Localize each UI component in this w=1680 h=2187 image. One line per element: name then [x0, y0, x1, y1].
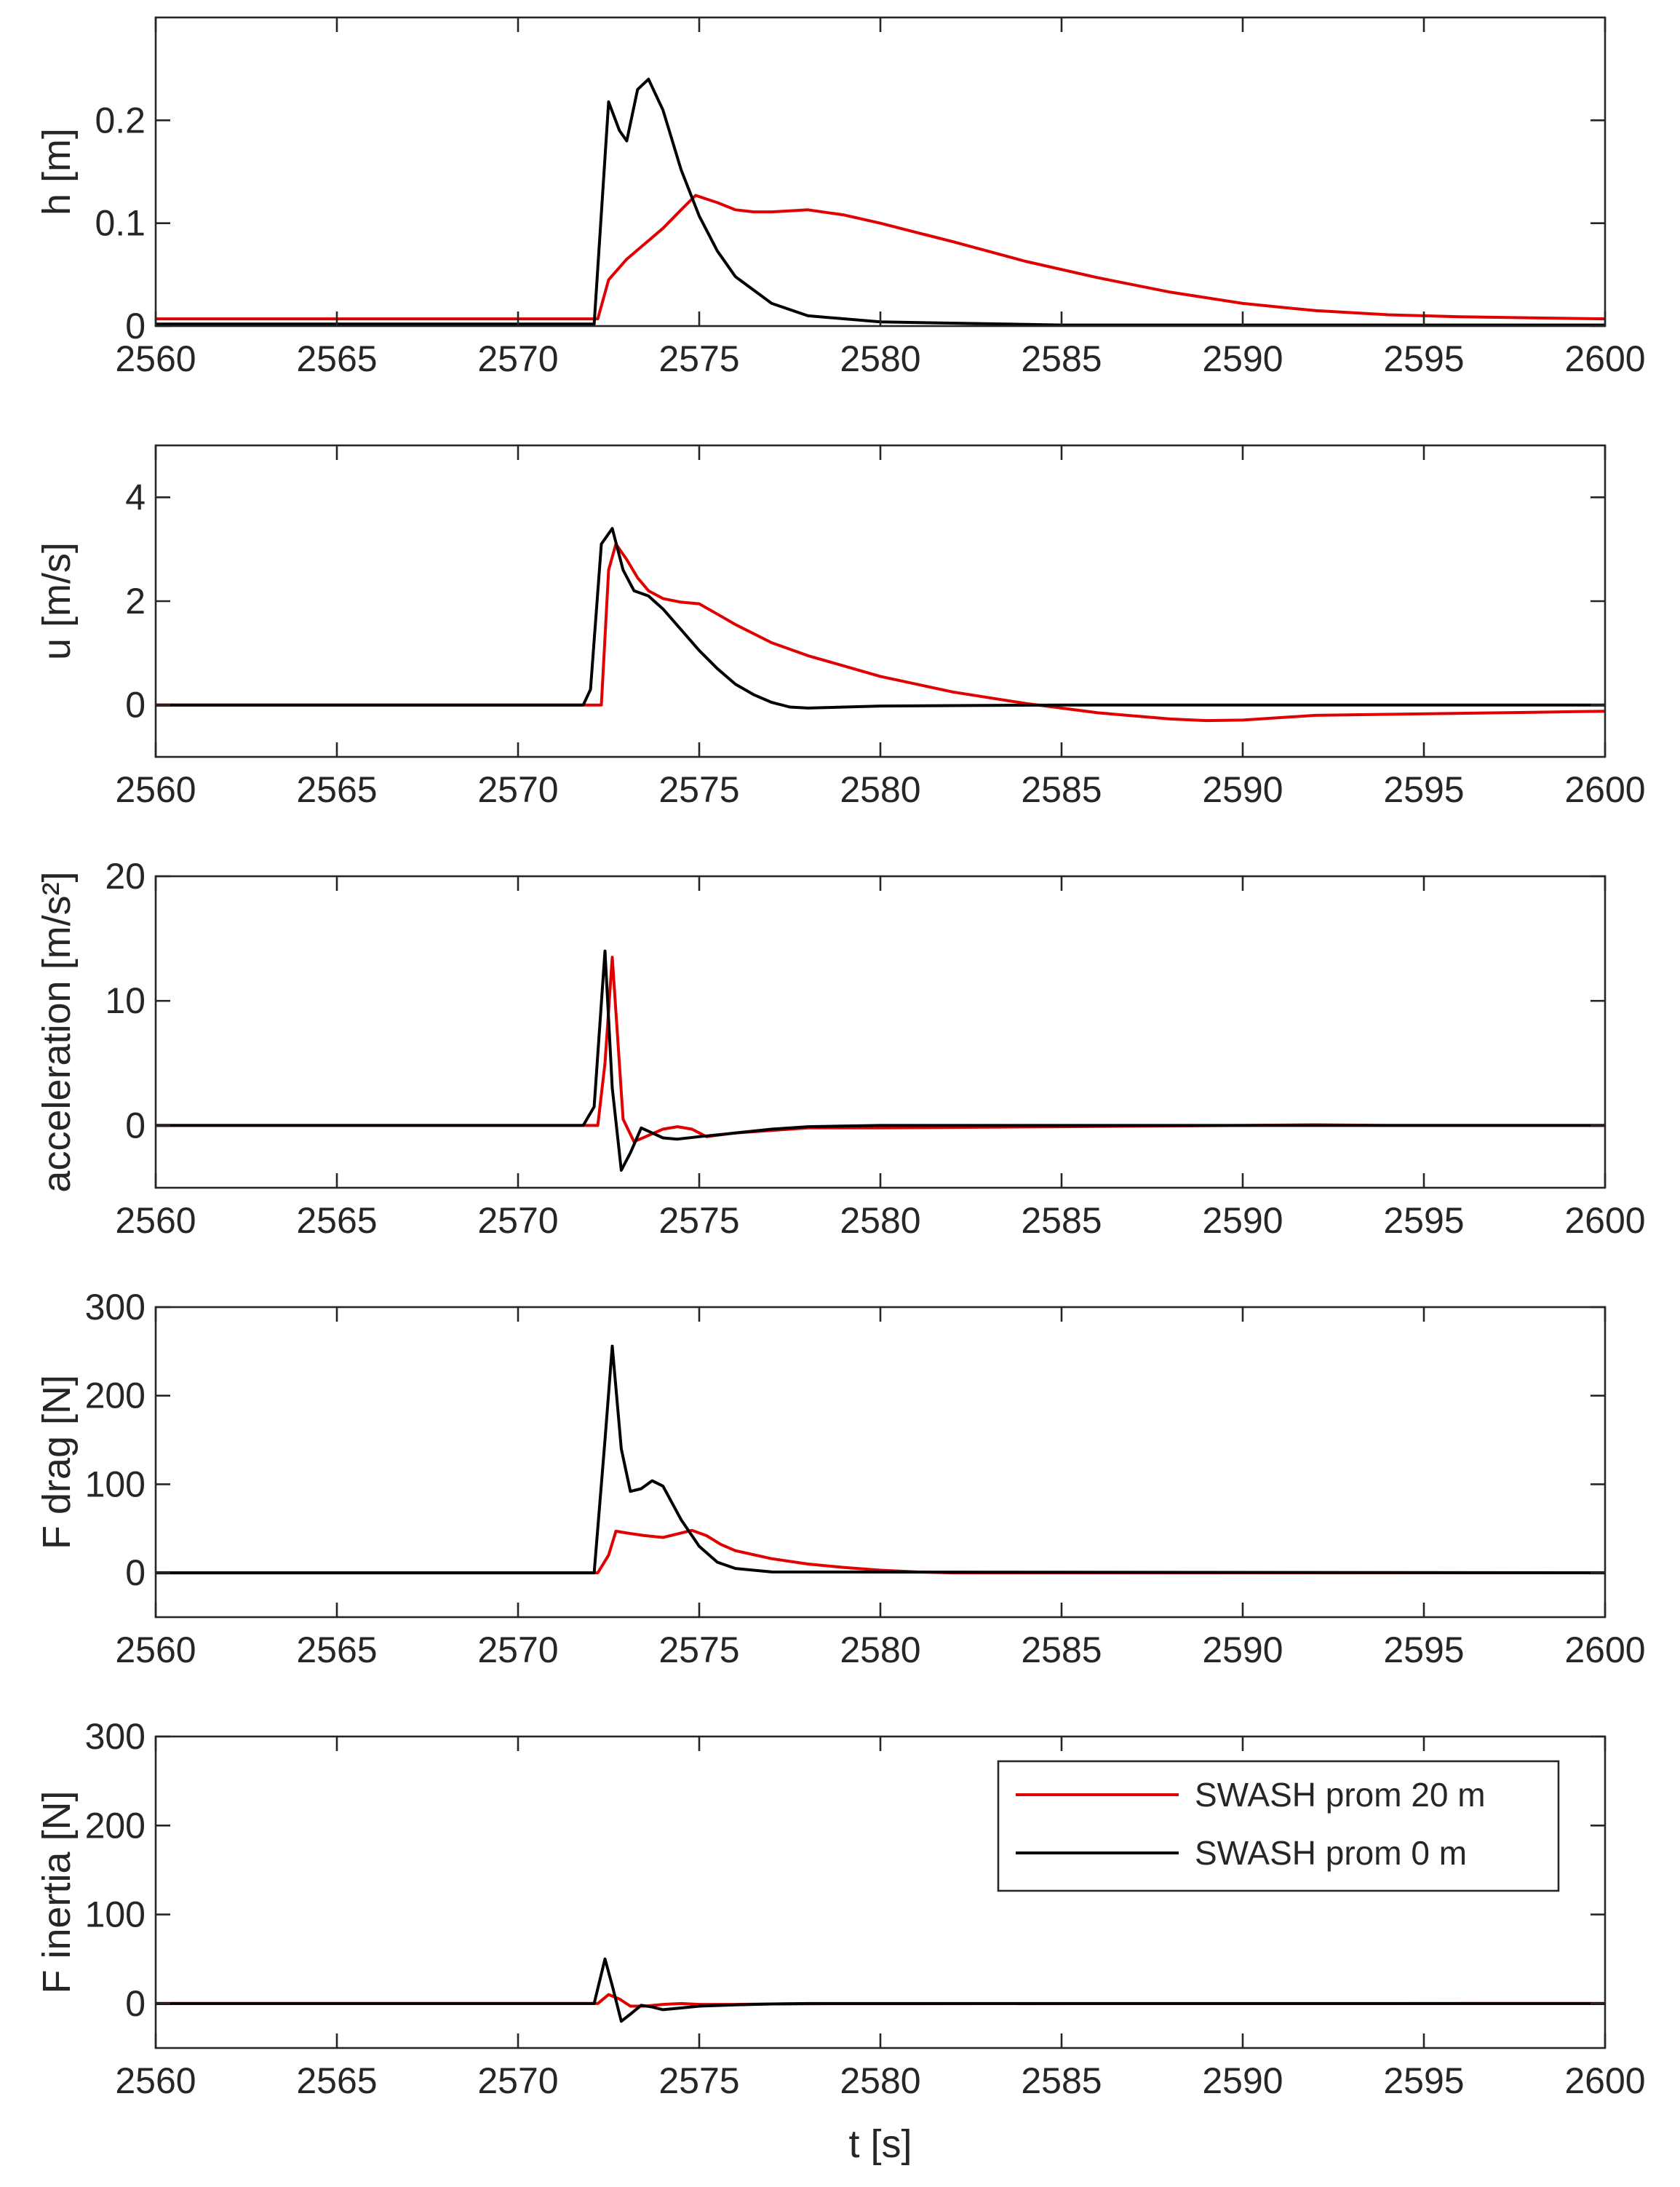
x-tick-label: 2595	[1383, 2060, 1464, 2101]
axes-box	[154, 875, 1607, 1189]
x-tick-label: 2570	[477, 2060, 558, 2101]
x-tick-label: 2575	[658, 2060, 739, 2101]
x-tick-label: 2590	[1202, 1630, 1283, 1670]
x-tick-label: 2570	[477, 769, 558, 810]
y-tick-label: 0	[125, 685, 146, 726]
y-axis-label: h [m]	[35, 128, 79, 215]
x-tick-label: 2560	[115, 338, 196, 379]
x-tick-label: 2580	[840, 338, 920, 379]
y-tick-label: 300	[85, 1287, 146, 1327]
legend: SWASH prom 20 m SWASH prom 0 m	[997, 1760, 1560, 1892]
x-tick-label: 2575	[658, 1200, 739, 1241]
y-tick-label: 4	[125, 477, 146, 517]
series-line-swash-prom-0m	[156, 1344, 1605, 1575]
series-line-swash-prom-20m	[156, 1528, 1605, 1575]
x-tick-label: 2565	[296, 338, 377, 379]
y-tick-label: 200	[85, 1805, 146, 1846]
x-tick-label: 2560	[115, 769, 196, 810]
x-tick-label: 2595	[1383, 1630, 1464, 1670]
y-axis-label: acceleration [m/s²]	[35, 871, 79, 1192]
x-tick-label: 2565	[296, 1630, 377, 1670]
x-tick-label: 2600	[1564, 769, 1645, 810]
x-tick-label: 2580	[840, 769, 920, 810]
y-tick-label: 0	[125, 306, 146, 346]
y-tick-label: 20	[105, 856, 146, 897]
x-tick-label: 2565	[296, 2060, 377, 2101]
x-tick-label: 2575	[658, 769, 739, 810]
y-tick-label: 10	[105, 980, 146, 1021]
x-tick-label: 2600	[1564, 1200, 1645, 1241]
legend-entry-swash-prom-0m-label: SWASH prom 0 m	[1195, 1834, 1467, 1872]
y-tick-label: 200	[85, 1376, 146, 1416]
y-axis-label: F drag [N]	[35, 1375, 79, 1549]
plot-panel-acceleration: 2560 2565 2570 2575 2580 2585 2590 2595 2600 0 10 2…	[35, 856, 1646, 1241]
x-tick-label: 2590	[1202, 338, 1283, 379]
x-tick-label: 2595	[1383, 338, 1464, 379]
x-tick-label: 2570	[477, 1200, 558, 1241]
x-tick-label: 2600	[1564, 1630, 1645, 1670]
y-tick-label: 2	[125, 581, 146, 622]
x-tick-label: 2595	[1383, 769, 1464, 810]
x-tick-label: 2575	[658, 338, 739, 379]
x-tick-label: 2595	[1383, 1200, 1464, 1241]
x-tick-label: 2565	[296, 1200, 377, 1241]
x-tick-label: 2590	[1202, 2060, 1283, 2101]
x-tick-label: 2585	[1021, 1630, 1102, 1670]
x-tick-label: 2585	[1021, 338, 1102, 379]
y-tick-label: 0	[125, 1552, 146, 1593]
axes-box	[154, 444, 1607, 758]
x-tick-label: 2585	[1021, 1200, 1102, 1241]
y-tick-label: 0	[125, 1105, 146, 1146]
x-tick-label: 2570	[477, 338, 558, 379]
x-tick-label: 2590	[1202, 769, 1283, 810]
y-axis-label: u [m/s]	[35, 542, 79, 660]
x-tick-label: 2565	[296, 769, 377, 810]
plot-panel-h: 2560 2565 2570 2575 2580 2585 2590 2595 2600 0 0.1…	[35, 16, 1646, 379]
x-tick-label: 2560	[115, 1200, 196, 1241]
x-tick-label: 2600	[1564, 338, 1645, 379]
plot-panel-f-inertia: 2560 2565 2570 2575 2580 2585 2590 2595 2600 0 100…	[35, 1716, 1646, 2166]
plot-panel-u: 2560 2565 2570 2575 2580 2585 2590 2595 2600 0 2 4 u…	[35, 444, 1646, 810]
x-tick-label: 2560	[115, 1630, 196, 1670]
x-tick-label: 2570	[477, 1630, 558, 1670]
axes-box	[154, 16, 1607, 328]
x-tick-label: 2560	[115, 2060, 196, 2101]
y-tick-label: 0	[125, 1983, 146, 2024]
x-axis-label: t [s]	[848, 2122, 912, 2166]
series-line-swash-prom-0m	[156, 77, 1605, 326]
x-tick-label: 2585	[1021, 769, 1102, 810]
x-tick-label: 2600	[1564, 2060, 1645, 2101]
series-line-swash-prom-20m	[156, 956, 1605, 1143]
x-tick-label: 2575	[658, 1630, 739, 1670]
series-line-swash-prom-0m	[156, 527, 1605, 710]
series-line-swash-prom-0m	[156, 949, 1605, 1172]
y-axis-label: F inertia [N]	[35, 1790, 79, 1993]
legend-box	[997, 1760, 1560, 1892]
series-line-swash-prom-20m	[156, 542, 1605, 723]
series-line-swash-prom-0m	[156, 1957, 1605, 2023]
series-line-swash-prom-20m	[156, 194, 1605, 321]
x-tick-label: 2585	[1021, 2060, 1102, 2101]
x-tick-label: 2580	[840, 1630, 920, 1670]
y-tick-label: 0.1	[95, 203, 146, 244]
y-tick-label: 300	[85, 1716, 146, 1757]
legend-entry-swash-prom-20m-label: SWASH prom 20 m	[1195, 1776, 1486, 1814]
x-tick-label: 2590	[1202, 1200, 1283, 1241]
x-tick-label: 2580	[840, 1200, 920, 1241]
y-tick-label: 0.2	[95, 100, 146, 140]
plot-panel-f-drag: 2560 2565 2570 2575 2580 2585 2590 2595 2600 0 100…	[35, 1287, 1646, 1670]
y-tick-label: 100	[85, 1894, 146, 1935]
x-tick-label: 2580	[840, 2060, 920, 2101]
y-tick-label: 100	[85, 1464, 146, 1504]
